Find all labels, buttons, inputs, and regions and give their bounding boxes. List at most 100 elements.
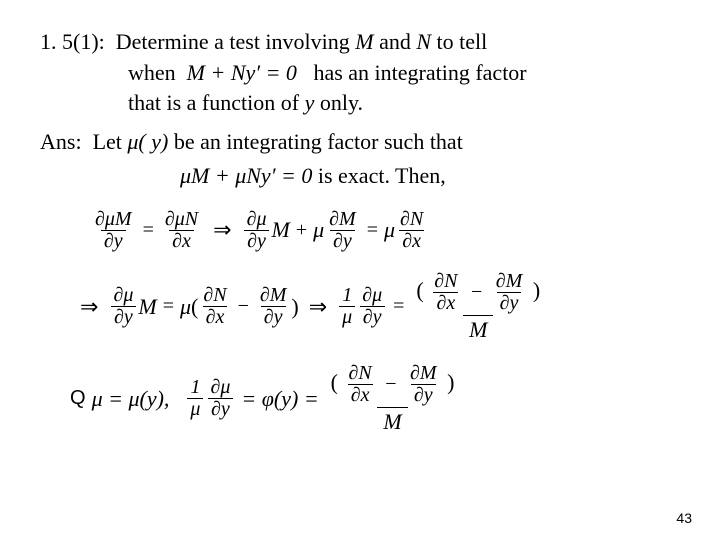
mu: μ bbox=[313, 217, 324, 243]
var-y: y bbox=[305, 90, 315, 115]
q-symbol: Q bbox=[70, 387, 92, 410]
frac: ∂M ∂y bbox=[257, 285, 290, 328]
text: Determine a test involving bbox=[116, 29, 356, 54]
frac: ∂N ∂x bbox=[200, 285, 229, 328]
rparen: ) bbox=[533, 278, 540, 303]
numerator: ∂μ bbox=[110, 285, 136, 306]
text: Let bbox=[93, 129, 122, 154]
text: is exact. Then, bbox=[318, 163, 446, 188]
rparen: ) bbox=[291, 294, 298, 320]
text: when bbox=[128, 60, 176, 85]
denominator: ∂y bbox=[244, 230, 269, 252]
implies-icon: ⇒ bbox=[203, 217, 241, 243]
lparen: ( bbox=[331, 370, 338, 395]
minus: − bbox=[382, 373, 399, 395]
answer-line-2: μM + μNy′ = 0 is exact. Then, bbox=[40, 162, 680, 191]
frac: ∂M ∂y bbox=[407, 363, 440, 406]
denominator: ∂y bbox=[360, 306, 385, 328]
big-fraction: ( ∂N ∂x − ∂M ∂y ) M bbox=[325, 362, 461, 436]
numerator: ∂μ bbox=[244, 209, 270, 230]
frac: 1 μ bbox=[187, 377, 203, 420]
minus: − bbox=[468, 281, 485, 303]
numerator: ( ∂N ∂x − ∂M ∂y ) bbox=[410, 270, 546, 315]
lparen: ( bbox=[191, 294, 198, 320]
denominator: ∂x bbox=[433, 292, 458, 314]
frac: 1 μ bbox=[339, 285, 355, 328]
text: and bbox=[374, 29, 417, 54]
slide-content: 1. 5(1): Determine a test involving M an… bbox=[0, 0, 720, 436]
equation-row-3: Q μ = μ(y), 1 μ ∂μ ∂y = φ(y) = ( ∂N ∂x −… bbox=[70, 362, 680, 436]
numerator: ∂M bbox=[407, 363, 440, 384]
denominator: ∂x bbox=[203, 306, 228, 328]
equation-row-1: ∂μM ∂y = ∂μN ∂x ⇒ ∂μ ∂y M + μ ∂M ∂y = μ … bbox=[90, 209, 680, 252]
numerator: ∂M bbox=[326, 209, 359, 230]
denominator: M bbox=[463, 315, 493, 344]
answer-label: Ans: bbox=[40, 129, 82, 154]
rparen: ) bbox=[447, 370, 454, 395]
big-fraction: ( ∂N ∂x − ∂M ∂y ) M bbox=[410, 270, 546, 344]
denominator: μ bbox=[187, 398, 203, 420]
plus: + bbox=[290, 219, 313, 242]
numerator: 1 bbox=[187, 377, 203, 398]
denominator: ∂y bbox=[261, 306, 286, 328]
denominator: ∂y bbox=[101, 230, 126, 252]
denominator: ∂y bbox=[330, 230, 355, 252]
text: that is a function of bbox=[128, 90, 305, 115]
frac: ∂μM ∂y bbox=[92, 209, 135, 252]
denominator: ∂y bbox=[111, 306, 136, 328]
phi-of-y: = φ(y) = bbox=[235, 386, 324, 412]
exact-equation: μM + μNy′ = 0 bbox=[180, 163, 312, 188]
numerator: ∂M bbox=[257, 285, 290, 306]
var-n: N bbox=[416, 29, 431, 54]
denominator: ∂x bbox=[169, 230, 194, 252]
numerator: ∂μM bbox=[92, 209, 135, 230]
text: be an integrating factor such that bbox=[174, 129, 463, 154]
numerator: ∂N bbox=[431, 271, 460, 292]
problem-line-3: that is a function of y only. bbox=[40, 89, 680, 118]
equals: = bbox=[387, 295, 410, 318]
numerator: ∂M bbox=[493, 271, 526, 292]
text: only. bbox=[314, 90, 363, 115]
implies-icon: ⇒ bbox=[299, 294, 337, 320]
text: to tell bbox=[431, 29, 487, 54]
denominator: ∂x bbox=[348, 384, 373, 406]
inline-equation: M + Ny′ = 0 bbox=[187, 60, 297, 85]
denominator: ∂x bbox=[399, 230, 424, 252]
var-m: M bbox=[138, 294, 156, 320]
numerator: ∂μ bbox=[359, 285, 385, 306]
equals: = bbox=[361, 219, 384, 242]
problem-label: 1. 5(1): bbox=[40, 29, 105, 54]
frac: ∂N ∂x bbox=[431, 271, 460, 314]
problem-line-1: 1. 5(1): Determine a test involving M an… bbox=[40, 28, 680, 57]
problem-line-2: when M + Ny′ = 0 has an integrating fact… bbox=[40, 59, 680, 88]
lparen: ( bbox=[416, 278, 423, 303]
minus: − bbox=[232, 295, 255, 318]
denominator: M bbox=[377, 407, 407, 436]
numerator: ∂μ bbox=[207, 377, 233, 398]
frac: ∂N ∂x bbox=[397, 209, 426, 252]
var-m: M bbox=[272, 217, 290, 243]
frac: ∂μ ∂y bbox=[207, 377, 233, 420]
frac: ∂N ∂x bbox=[346, 363, 375, 406]
mu: μ bbox=[180, 294, 191, 320]
numerator: ∂μN bbox=[162, 209, 201, 230]
denominator: ∂y bbox=[497, 292, 522, 314]
equation-row-2: ⇒ ∂μ ∂y M = μ ( ∂N ∂x − ∂M ∂y ) ⇒ 1 μ ∂μ… bbox=[70, 270, 680, 344]
numerator: ∂N bbox=[346, 363, 375, 384]
equals: = bbox=[157, 295, 180, 318]
equals: = bbox=[137, 219, 160, 242]
denominator: ∂y bbox=[208, 398, 233, 420]
mu: μ bbox=[384, 217, 395, 243]
answer-line-1: Ans: Let μ( y) be an integrating factor … bbox=[40, 128, 680, 157]
denominator: μ bbox=[339, 306, 355, 328]
frac: ∂μ ∂y bbox=[359, 285, 385, 328]
frac: ∂μ ∂y bbox=[110, 285, 136, 328]
denominator: ∂y bbox=[411, 384, 436, 406]
mu-of-y: μ( y) bbox=[127, 129, 168, 154]
implies-icon: ⇒ bbox=[70, 294, 108, 320]
text: has an integrating factor bbox=[313, 60, 526, 85]
mu-eq-muy: μ = μ(y), bbox=[92, 386, 170, 412]
numerator: 1 bbox=[339, 285, 355, 306]
frac: ∂M ∂y bbox=[493, 271, 526, 314]
numerator: ∂N bbox=[200, 285, 229, 306]
